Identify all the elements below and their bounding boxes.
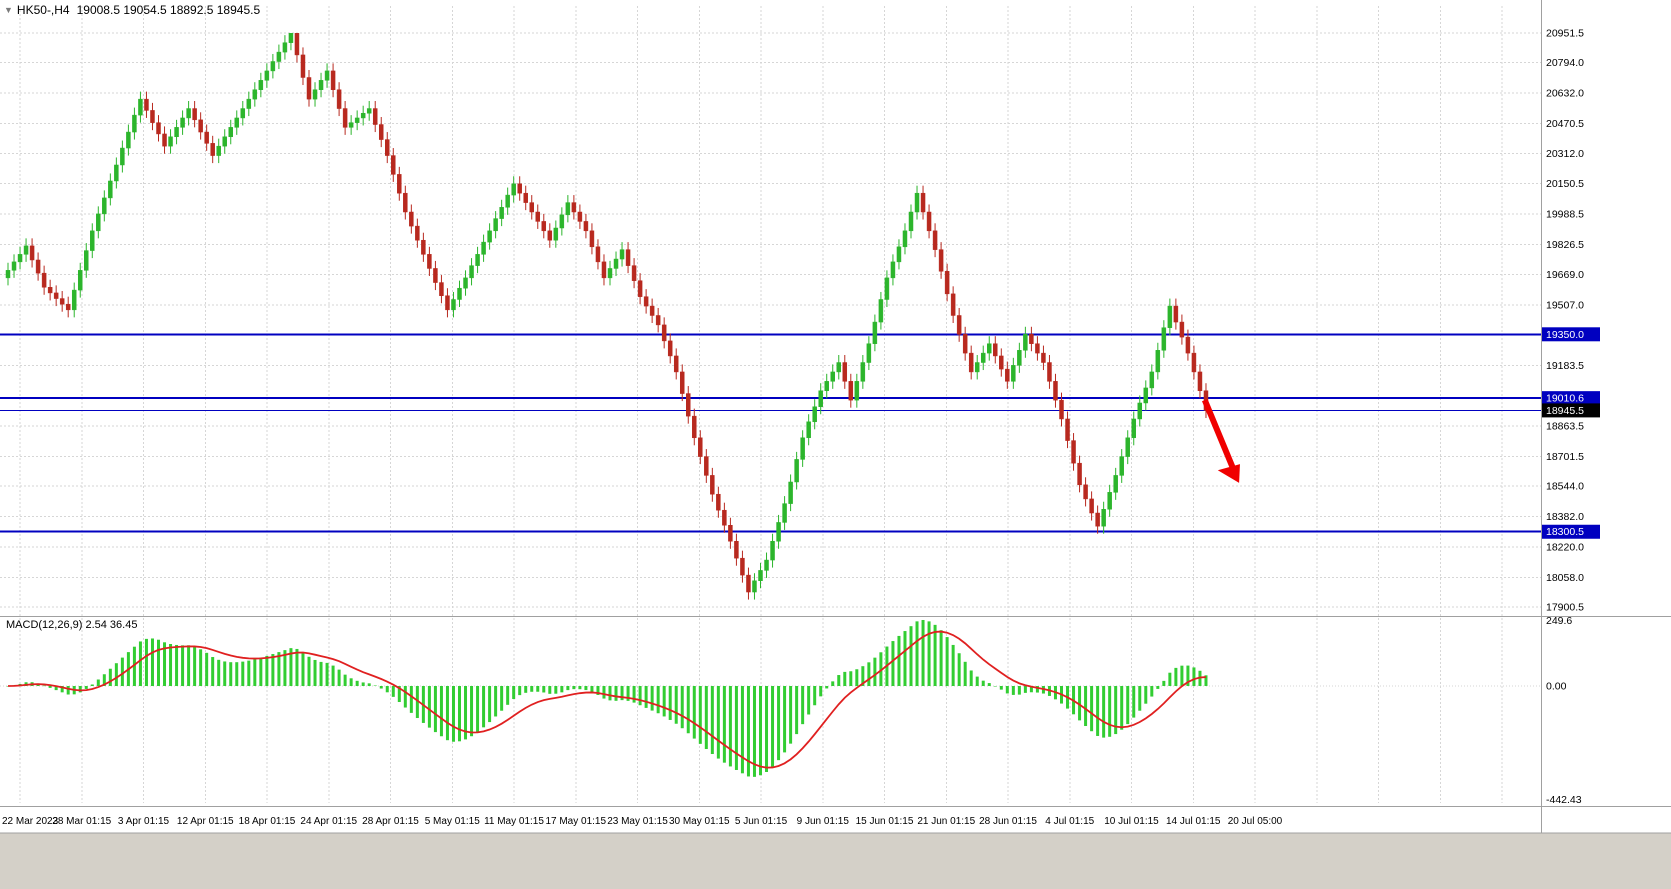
svg-text:4 Jul 01:15: 4 Jul 01:15	[1045, 816, 1094, 827]
svg-text:0.00: 0.00	[1546, 681, 1567, 693]
svg-text:20794.0: 20794.0	[1546, 57, 1584, 69]
svg-text:11 May 01:15: 11 May 01:15	[484, 816, 544, 827]
svg-text:21 Jun 01:15: 21 Jun 01:15	[917, 816, 975, 827]
svg-text:20150.5: 20150.5	[1546, 178, 1584, 190]
svg-text:19507.0: 19507.0	[1546, 299, 1584, 311]
svg-text:22 Mar 2023: 22 Mar 2023	[2, 816, 59, 827]
svg-text:5 May 01:15: 5 May 01:15	[425, 816, 480, 827]
svg-text:14 Jul 01:15: 14 Jul 01:15	[1166, 816, 1221, 827]
svg-text:15 Jun 01:15: 15 Jun 01:15	[856, 816, 914, 827]
svg-text:18701.5: 18701.5	[1546, 451, 1584, 463]
collapse-icon[interactable]: ▼	[4, 5, 13, 15]
window-frame	[0, 833, 1671, 889]
svg-text:23 May 01:15: 23 May 01:15	[607, 816, 668, 827]
svg-text:18 Apr 01:15: 18 Apr 01:15	[239, 816, 296, 827]
svg-text:28 Mar 01:15: 28 Mar 01:15	[52, 816, 111, 827]
svg-text:17900.5: 17900.5	[1546, 602, 1584, 614]
macd-signal-line	[7, 630, 1207, 769]
price-axis[interactable]: 20951.5 20794.0 20632.0 20470.5 20312.0 20150…	[1542, 28, 1600, 807]
svg-text:17 May 01:15: 17 May 01:15	[545, 816, 606, 827]
svg-text:249.6: 249.6	[1546, 615, 1572, 627]
candlestick-series	[5, 33, 1209, 600]
svg-text:18058.0: 18058.0	[1546, 572, 1584, 584]
svg-text:18863.5: 18863.5	[1546, 420, 1584, 432]
svg-text:18220.0: 18220.0	[1546, 541, 1584, 553]
svg-text:20632.0: 20632.0	[1546, 88, 1584, 100]
svg-text:18945.5: 18945.5	[1546, 405, 1584, 417]
chart-header: ▼ HK50-,H4 19008.5 19054.5 18892.5 18945.5	[4, 3, 260, 17]
svg-text:28 Apr 01:15: 28 Apr 01:15	[362, 816, 419, 827]
svg-text:30 May 01:15: 30 May 01:15	[669, 816, 730, 827]
svg-text:18300.5: 18300.5	[1546, 526, 1584, 538]
ohlc-values: 19008.5 19054.5 18892.5 18945.5	[76, 3, 261, 17]
svg-text:20951.5: 20951.5	[1546, 28, 1584, 40]
svg-text:19669.0: 19669.0	[1546, 269, 1584, 281]
svg-text:19350.0: 19350.0	[1546, 329, 1584, 341]
panel-dividers[interactable]	[0, 0, 1671, 834]
svg-text:10 Jul 01:15: 10 Jul 01:15	[1104, 816, 1159, 827]
svg-text:20 Jul 05:00: 20 Jul 05:00	[1228, 816, 1283, 827]
sell-arrow-annotation[interactable]	[1202, 398, 1240, 483]
svg-text:18544.0: 18544.0	[1546, 480, 1584, 492]
svg-text:24 Apr 01:15: 24 Apr 01:15	[300, 816, 357, 827]
svg-text:20470.5: 20470.5	[1546, 118, 1584, 130]
svg-text:3 Apr 01:15: 3 Apr 01:15	[118, 816, 170, 827]
svg-text:-442.43: -442.43	[1546, 794, 1582, 806]
svg-text:9 Jun 01:15: 9 Jun 01:15	[797, 816, 850, 827]
svg-text:20312.0: 20312.0	[1546, 148, 1584, 160]
svg-text:19183.5: 19183.5	[1546, 360, 1584, 372]
svg-text:28 Jun 01:15: 28 Jun 01:15	[979, 816, 1037, 827]
macd-indicator-label: MACD(12,26,9) 2.54 36.45	[6, 619, 138, 631]
symbol-period-label: HK50-,H4	[16, 3, 70, 17]
svg-text:19826.5: 19826.5	[1546, 239, 1584, 251]
svg-text:12 Apr 01:15: 12 Apr 01:15	[177, 816, 234, 827]
svg-text:18382.0: 18382.0	[1546, 511, 1584, 523]
chart-grid	[0, 6, 1541, 803]
svg-text:19010.6: 19010.6	[1546, 393, 1584, 405]
horizontal-level-lines[interactable]	[0, 333, 1541, 533]
svg-text:5 Jun 01:15: 5 Jun 01:15	[735, 816, 788, 827]
svg-text:19988.5: 19988.5	[1546, 209, 1584, 221]
